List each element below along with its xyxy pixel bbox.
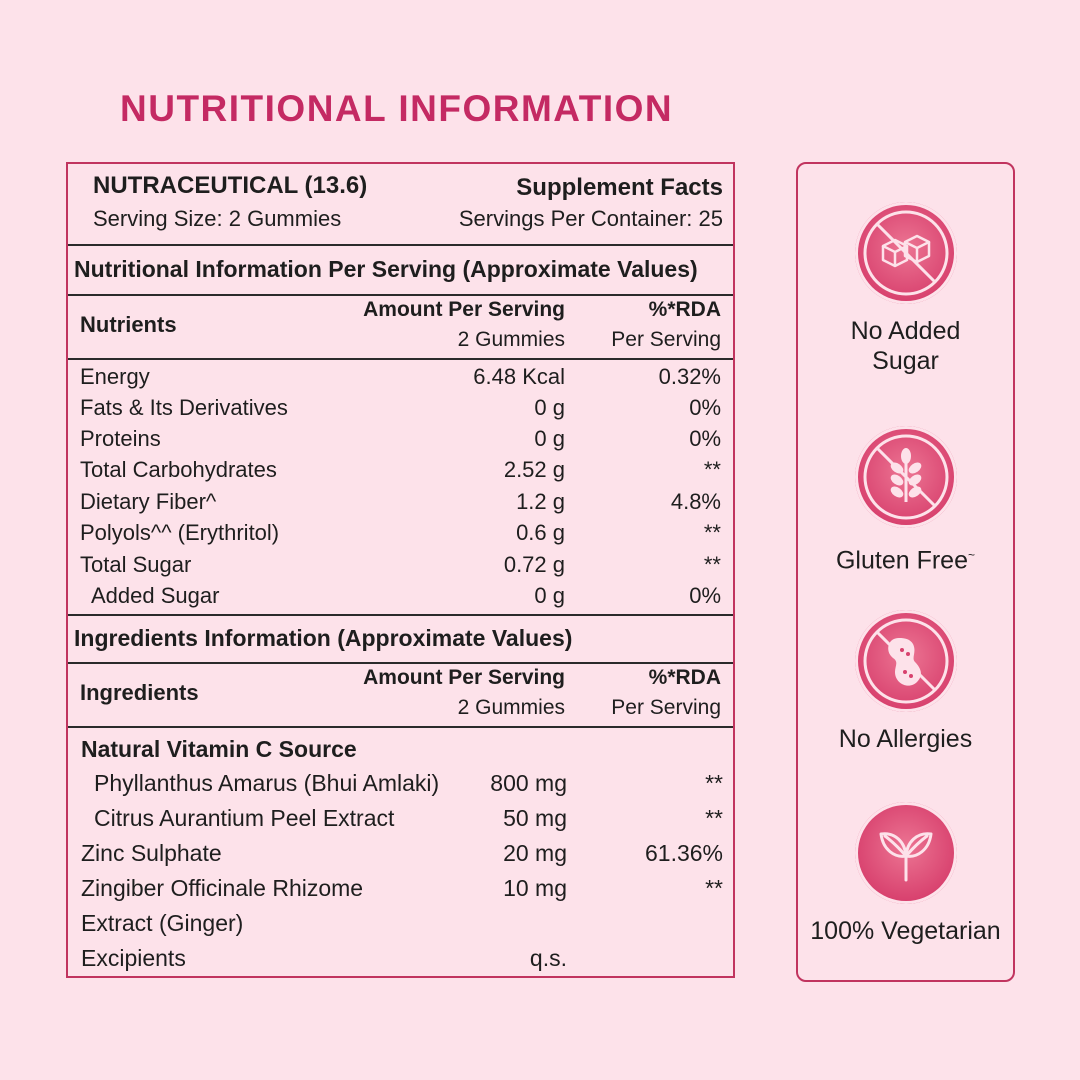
badge-label-line: No Added <box>850 317 961 345</box>
nutrition-column-header: Nutrients Amount Per Serving 2 Gummies %… <box>68 296 733 360</box>
badge-label-line: No Allergies <box>838 725 973 753</box>
features-panel: No Added Sugar Gluten F <box>796 162 1015 982</box>
ingredient-rda: 61.36% <box>644 840 723 866</box>
badge-label: No Added Sugar <box>798 316 1013 376</box>
ingredient-rda: ** <box>705 875 723 901</box>
facts-header: NUTRACEUTICAL (13.6) Serving Size: 2 Gum… <box>68 164 733 246</box>
no-sugar-icon <box>854 202 957 304</box>
rda-column-sublabel: Per Serving <box>611 696 721 719</box>
nutrient-amount: 0 g <box>534 395 565 420</box>
nutrient-row: Proteins 0 g 0% <box>68 426 733 457</box>
facts-label: Supplement Facts <box>516 174 723 201</box>
ingredient-rda: ** <box>705 805 723 831</box>
nutrient-rda: ** <box>703 520 721 545</box>
nutrient-amount: 1.2 g <box>516 489 565 514</box>
no-allergies-icon <box>854 610 957 712</box>
badge-gluten-free: Gluten Free~ <box>798 426 1013 575</box>
ingredient-name: Zingiber Officinale Rhizome <box>81 875 364 901</box>
ingredients-column-label: Ingredients <box>80 680 199 705</box>
nutrient-name: Energy <box>80 364 150 389</box>
nutrient-amount: 2.52 g <box>503 457 565 482</box>
amount-column-label: Amount Per Serving <box>363 666 565 689</box>
nutrient-rda: ** <box>703 552 721 577</box>
nutrition-section-title-text: Nutritional Information Per Serving (App… <box>74 256 698 282</box>
rda-column-sublabel: Per Serving <box>611 328 721 351</box>
serving-size: Serving Size: 2 Gummies <box>93 206 342 231</box>
ingredient-row: Excipients q.s. <box>68 945 733 980</box>
amount-column-sublabel: 2 Gummies <box>457 696 565 719</box>
ingredient-name: Zinc Sulphate <box>81 840 222 866</box>
ingredients-section-title: Ingredients Information (Approximate Val… <box>68 616 733 664</box>
nutrient-row: Added Sugar 0 g 0% <box>68 583 733 614</box>
badge-label-line: Gluten Free <box>835 546 968 575</box>
nutrient-rda: 0% <box>689 395 721 420</box>
badge-no-allergies: No Allergies <box>798 610 1013 754</box>
nutrient-rda: ** <box>703 457 721 482</box>
ingredient-name: Phyllanthus Amarus (Bhui Amlaki) <box>94 770 440 796</box>
ingredient-row: Zingiber Officinale Rhizome 10 mg ** <box>68 875 733 910</box>
ingredient-name: Extract (Ginger) <box>81 910 244 936</box>
badge-label-line: 100% Vegetarian <box>810 917 1001 945</box>
vegetarian-leaf-icon <box>854 802 957 904</box>
nutrient-row: Energy 6.48 Kcal 0.32% <box>68 364 733 395</box>
badge-label-mark: ~ <box>968 548 976 562</box>
ingredient-group-label: Natural Vitamin C Source <box>81 736 357 762</box>
ingredients-column-header: Ingredients Amount Per Serving 2 Gummies… <box>68 664 733 728</box>
supplement-facts-table: NUTRACEUTICAL (13.6) Serving Size: 2 Gum… <box>66 162 735 978</box>
nutrient-rda: 0% <box>689 426 721 451</box>
ingredient-row: Zinc Sulphate 20 mg 61.36% <box>68 840 733 875</box>
ingredient-row: Extract (Ginger) <box>68 910 733 945</box>
badge-vegetarian: 100% Vegetarian <box>798 802 1013 946</box>
nutrient-row: Polyols^^ (Erythritol) 0.6 g ** <box>68 520 733 551</box>
servings-per-container: Servings Per Container: 25 <box>458 206 723 231</box>
nutrients-list: Energy 6.48 Kcal 0.32% Fats & Its Deriva… <box>68 360 733 616</box>
ingredient-amount: 800 mg <box>490 770 567 796</box>
nutrient-name: Proteins <box>80 426 161 451</box>
nutrient-row: Fats & Its Derivatives 0 g 0% <box>68 395 733 426</box>
badge-label: No Allergies <box>798 724 1013 754</box>
ingredients-section-title-text: Ingredients Information (Approximate Val… <box>74 625 573 651</box>
badge-no-added-sugar: No Added Sugar <box>798 202 1013 376</box>
nutrient-amount: 0.72 g <box>503 552 565 577</box>
ingredient-row: Citrus Aurantium Peel Extract 50 mg ** <box>68 805 733 840</box>
nutrient-name: Dietary Fiber^ <box>80 489 217 514</box>
ingredients-list: Natural Vitamin C Source Phyllanthus Ama… <box>68 728 733 978</box>
nutrient-row: Dietary Fiber^ 1.2 g 4.8% <box>68 489 733 520</box>
nutrition-section-title: Nutritional Information Per Serving (App… <box>68 246 733 296</box>
nutrients-column-label: Nutrients <box>80 312 177 337</box>
gluten-free-icon <box>854 426 957 528</box>
product-name: NUTRACEUTICAL (13.6) <box>93 172 368 199</box>
amount-column-label: Amount Per Serving <box>363 298 565 321</box>
badge-label: 100% Vegetarian <box>798 916 1013 946</box>
rda-column-label: %*RDA <box>648 298 721 321</box>
badge-label-line: Sugar <box>872 347 939 375</box>
page-title: NUTRITIONAL INFORMATION <box>120 88 674 129</box>
ingredient-name: Excipients <box>81 945 186 971</box>
ingredient-amount: q.s. <box>529 945 567 971</box>
nutrient-name: Polyols^^ (Erythritol) <box>80 520 280 545</box>
ingredient-amount: 50 mg <box>503 805 567 831</box>
nutrient-rda: 0% <box>689 583 721 608</box>
nutrient-amount: 6.48 Kcal <box>473 364 565 389</box>
nutrient-name: Total Sugar <box>80 552 192 577</box>
ingredient-amount: 20 mg <box>503 840 567 866</box>
ingredient-name: Citrus Aurantium Peel Extract <box>94 805 395 831</box>
ingredient-rda: ** <box>705 770 723 796</box>
ingredient-amount: 10 mg <box>503 875 567 901</box>
amount-column-sublabel: 2 Gummies <box>457 328 565 351</box>
nutrient-rda: 4.8% <box>670 489 721 514</box>
nutrient-amount: 0 g <box>534 426 565 451</box>
ingredient-row: Phyllanthus Amarus (Bhui Amlaki) 800 mg … <box>68 770 733 805</box>
badge-label: Gluten Free~ <box>798 540 1013 575</box>
nutrient-name: Added Sugar <box>91 583 220 608</box>
nutrient-row: Total Sugar 0.72 g ** <box>68 552 733 583</box>
nutrient-amount: 0 g <box>534 583 565 608</box>
nutrient-amount: 0.6 g <box>516 520 565 545</box>
nutrient-rda: 0.32% <box>658 364 721 389</box>
rda-column-label: %*RDA <box>648 666 721 689</box>
nutrient-row: Total Carbohydrates 2.52 g ** <box>68 457 733 488</box>
nutrient-name: Fats & Its Derivatives <box>80 395 288 420</box>
nutrient-name: Total Carbohydrates <box>80 457 277 482</box>
